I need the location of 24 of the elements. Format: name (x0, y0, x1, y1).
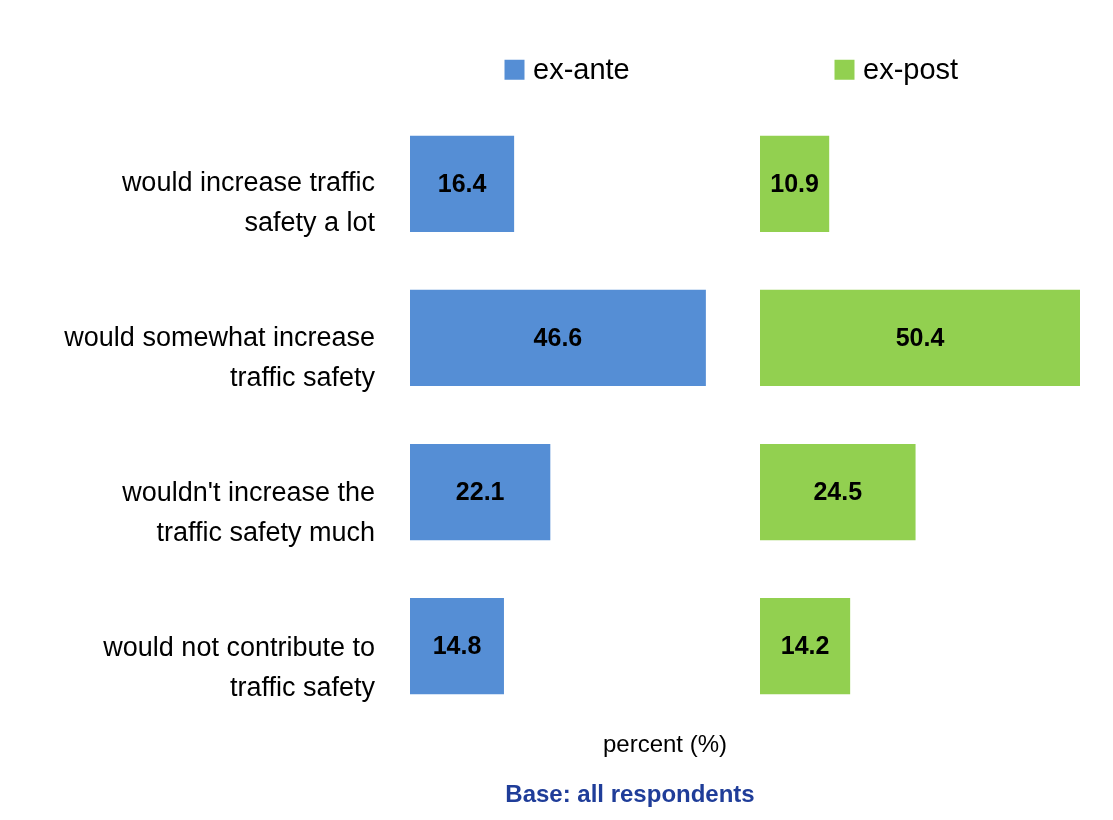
bar (410, 135, 515, 233)
data-label: 24.5 (813, 477, 863, 506)
data-label: 10.9 (770, 168, 819, 197)
legend-label: ex-post (863, 52, 959, 85)
bar (760, 443, 916, 541)
data-label: 16.4 (437, 168, 487, 197)
y-tick-label: would not contribute to traffic safety (102, 631, 376, 702)
legend-label: ex-ante (533, 52, 630, 85)
y-tick-label: would increase traffic safety a lot (120, 166, 376, 237)
text: Base: all respondents (505, 780, 755, 807)
data-label: 14.2 (780, 631, 830, 660)
data-label: 46.6 (533, 322, 583, 351)
data-label: 50.4 (895, 322, 945, 351)
bar (760, 135, 830, 233)
y-tick-label: wouldn't increase the traffic safety much (121, 476, 375, 547)
bar (410, 443, 551, 541)
bar (760, 597, 851, 695)
y-tick-label: would somewhat increase traffic safety (63, 321, 376, 392)
bar (760, 289, 1080, 387)
bar (410, 597, 504, 695)
x-axis-title: percent (%) (602, 730, 728, 757)
data-label: 22.1 (455, 477, 505, 506)
bar (410, 289, 706, 387)
data-label: 14.8 (432, 631, 482, 660)
